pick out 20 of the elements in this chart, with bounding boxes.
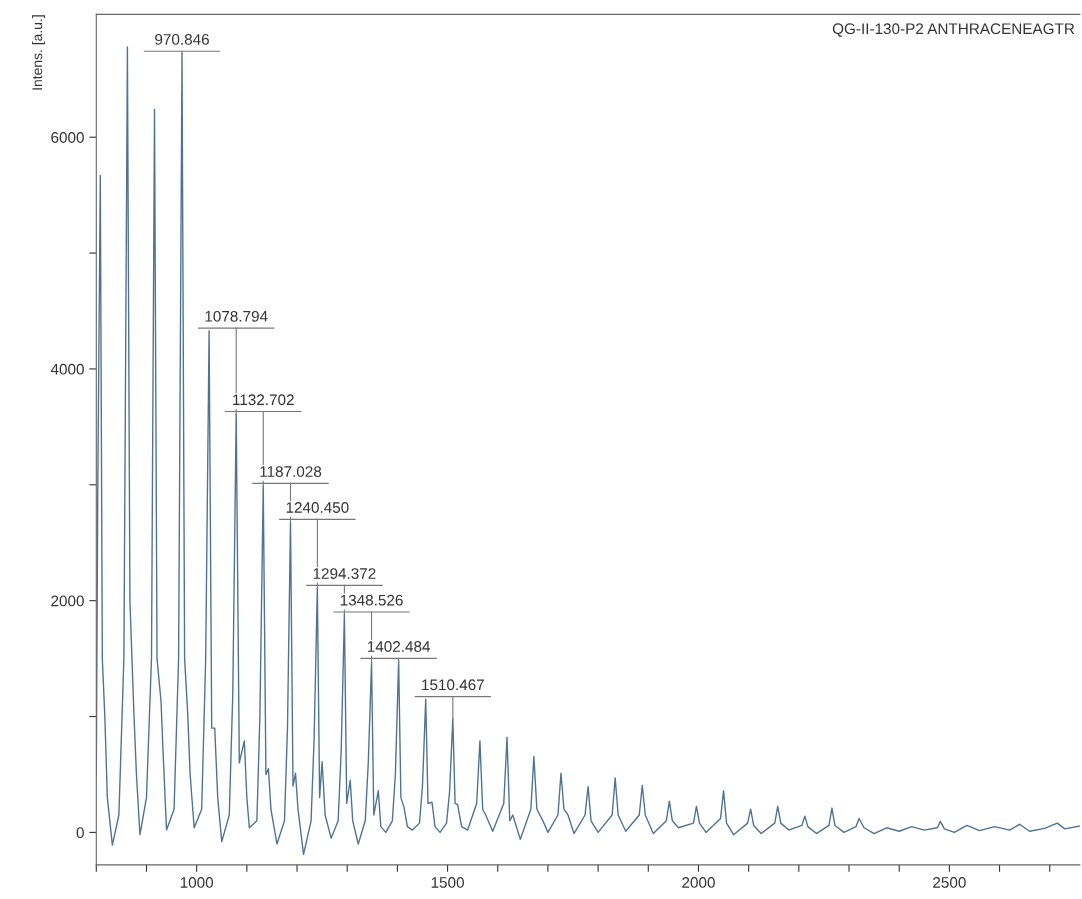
text: QG-II-130-P2 ANTHRACENEAGTR: [832, 23, 1075, 37]
x-tick-label: 2000: [682, 877, 715, 888]
line-series: [96, 46, 1080, 856]
annotation: 1187.028: [260, 466, 322, 477]
annotation: 1402.484: [367, 641, 431, 652]
annotation: 1348.526: [340, 594, 403, 606]
annotation: 1240.450: [286, 502, 349, 513]
y-axis-title: Intens. [a.u.]: [32, 15, 45, 90]
annotation: 1078.794: [205, 310, 268, 322]
annotation: 1510.467: [422, 679, 484, 691]
x-tick-label: 1000: [180, 877, 214, 888]
x-tick-label: 1500: [431, 877, 464, 888]
annotation: 970.846: [155, 33, 209, 45]
y-tick-label: 0: [76, 827, 84, 839]
y-tick-label: 2000: [51, 595, 84, 607]
annotation: 1132.702: [233, 394, 294, 406]
y-tick-label: 6000: [51, 132, 84, 143]
annotation: 1294.372: [313, 568, 376, 579]
y-tick-label: 4000: [50, 363, 84, 375]
x-tick-label: 2500: [933, 877, 966, 888]
